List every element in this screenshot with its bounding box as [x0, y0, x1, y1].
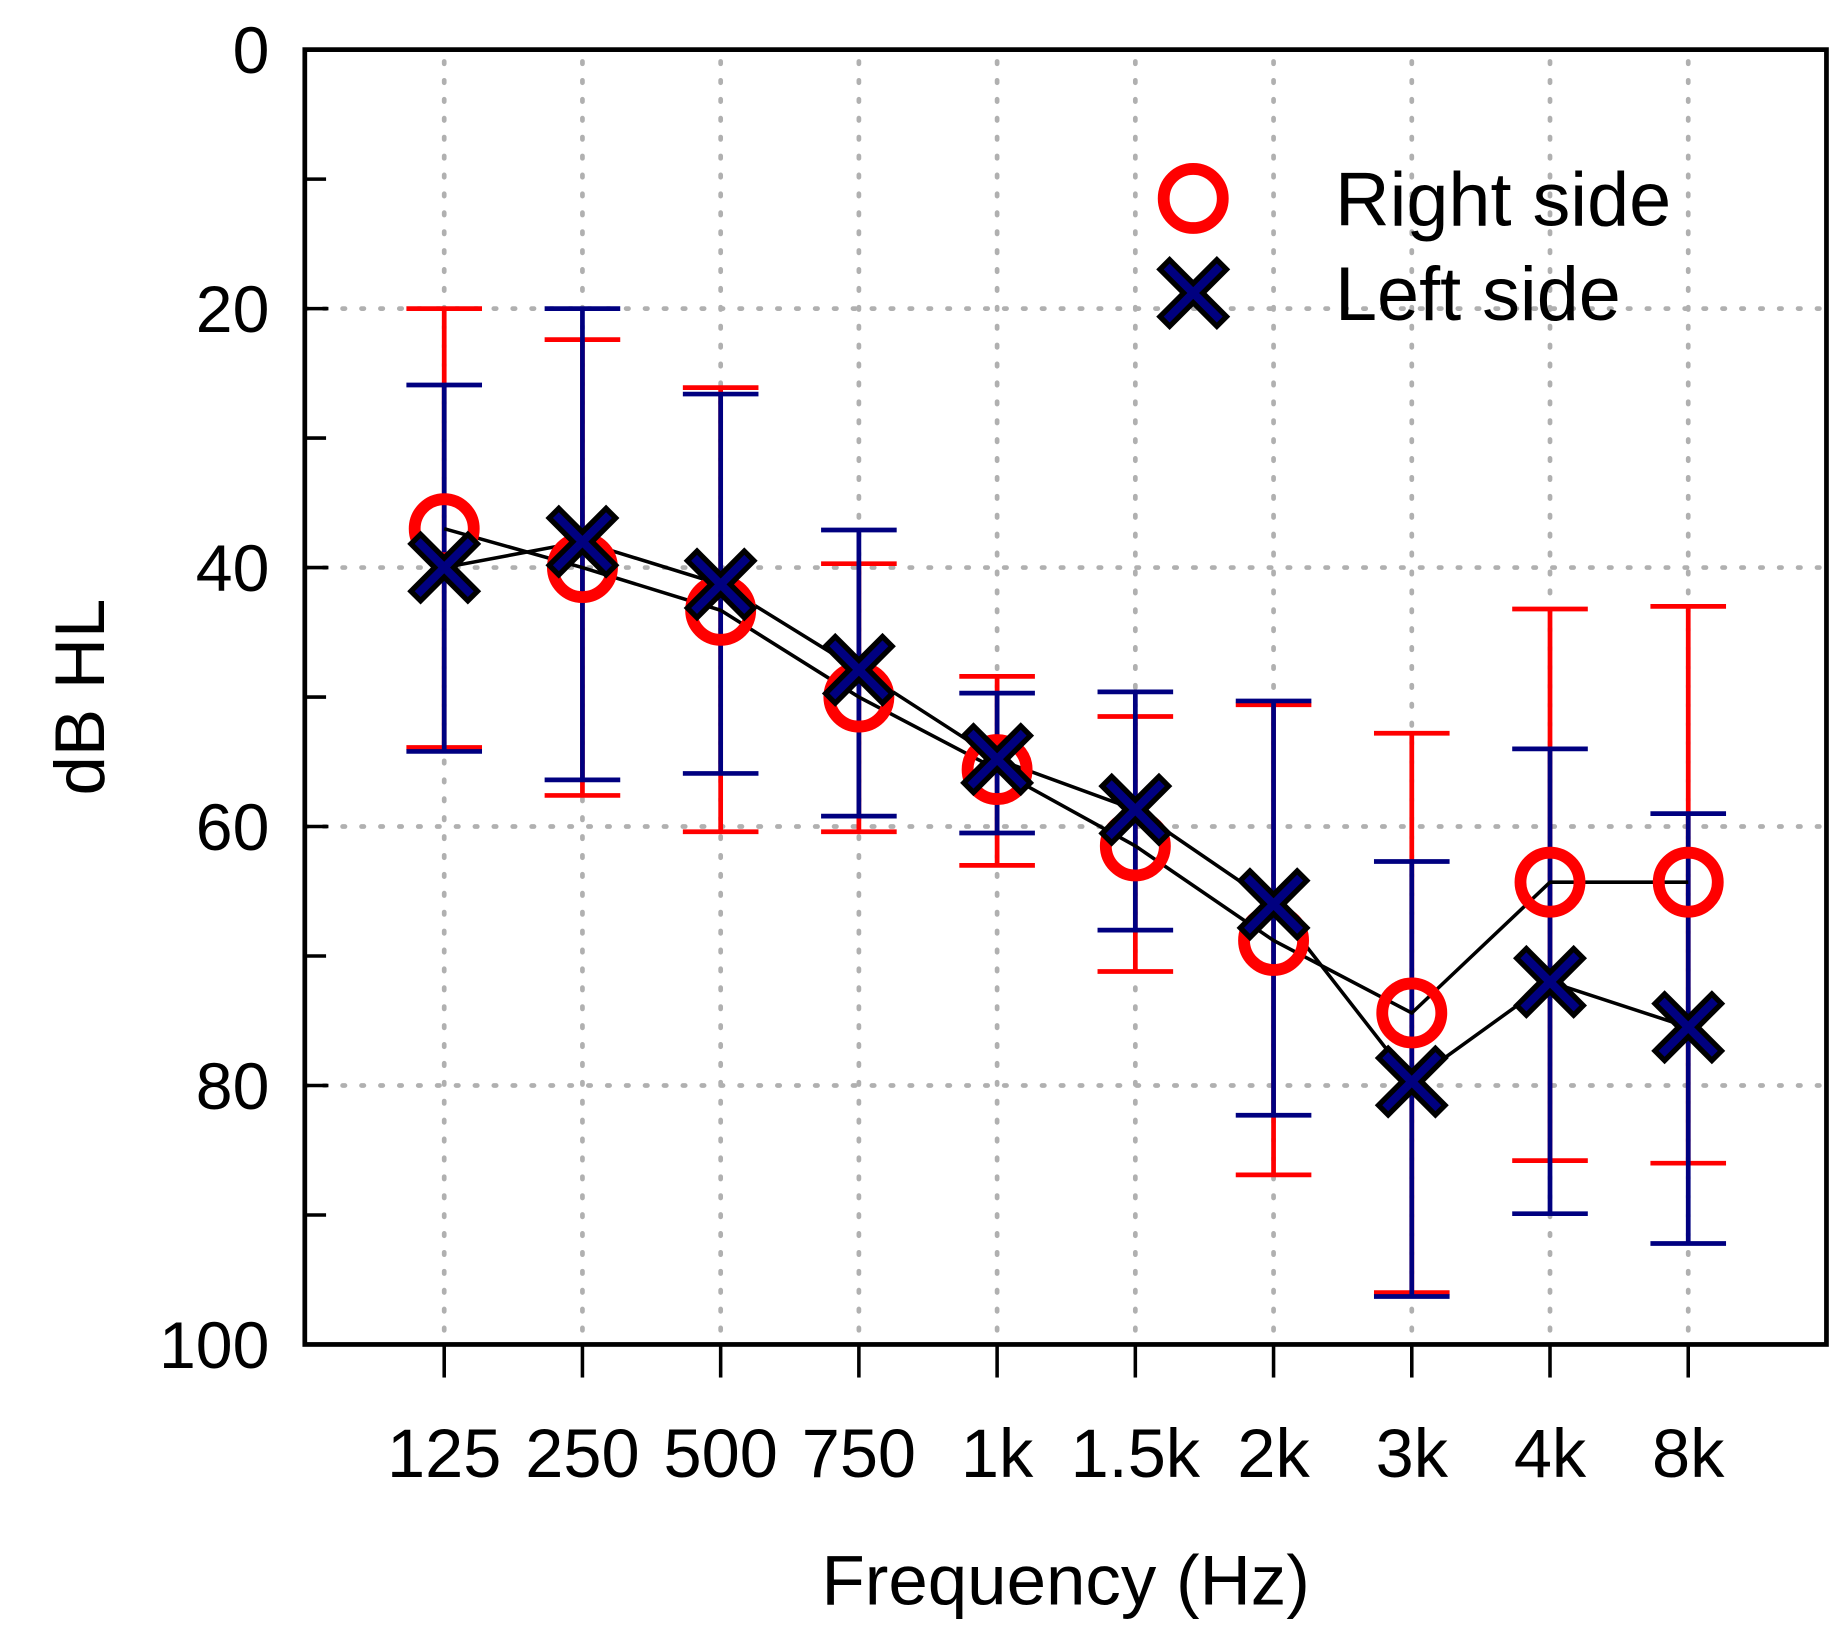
y-tick-label: 20 [196, 273, 270, 347]
legend: Right side Left side [1156, 159, 1671, 337]
point-left-side [1236, 867, 1311, 942]
y-tick-label: 60 [196, 791, 270, 865]
x-tick-label: 1k [961, 1415, 1034, 1492]
y-tick-label: 0 [233, 14, 270, 88]
x-tick-label: 750 [802, 1415, 916, 1492]
point-left-side [407, 530, 482, 605]
x-marker-stroke [552, 512, 612, 572]
x-marker-stroke [1520, 952, 1580, 1012]
point-left-side [1513, 944, 1588, 1019]
circle-icon [1157, 163, 1229, 234]
x-marker-stroke [829, 640, 889, 700]
point-left-side [960, 722, 1035, 797]
x-tick-label: 8k [1652, 1415, 1725, 1492]
x-marker-stroke [1105, 780, 1165, 840]
markers [407, 493, 1726, 1119]
y-tick-label: 100 [159, 1309, 269, 1383]
point-left-side [545, 504, 620, 579]
x-tick-label: 125 [387, 1415, 501, 1492]
x-marker-stroke [967, 729, 1027, 789]
x-axis-label: Frequency (Hz) [821, 1541, 1309, 1620]
x-tick-label: 4k [1514, 1415, 1587, 1492]
legend-marker-right-side [1157, 163, 1229, 234]
plot-frame [302, 47, 1829, 1347]
point-right-side [1652, 846, 1724, 918]
point-right-side [1514, 846, 1586, 918]
point-left-side [1651, 990, 1726, 1065]
x-tick-label: 2k [1237, 1415, 1310, 1492]
x-mark-icon [1156, 256, 1231, 330]
x-marker-stroke [691, 554, 751, 614]
x-marker-stroke [1658, 997, 1718, 1057]
x-marker-stroke [1382, 1052, 1442, 1112]
point-right-side [961, 734, 1033, 805]
legend-label-left-side: Left side [1335, 253, 1621, 337]
legend-marker-left-side [1156, 256, 1231, 330]
line-right-side [443, 527, 1689, 1016]
x-tick-label: 250 [525, 1415, 639, 1492]
point-left-side [1374, 1044, 1449, 1119]
x-tick-label: 3k [1376, 1415, 1449, 1492]
x-marker-stroke [1163, 263, 1223, 323]
x-tick-label: 500 [663, 1415, 777, 1492]
point-left-side [683, 547, 758, 622]
line-left-side [443, 539, 1689, 1085]
axes: 125 250 500 750 1k 1.5k 2k 3k 4k 8k 0 20 40 60 80 100 [159, 14, 1829, 1492]
x-marker-stroke [414, 538, 474, 598]
y-tick-label: 80 [196, 1050, 270, 1124]
series-lines [443, 527, 1689, 1085]
x-tick-label: 1.5k [1071, 1415, 1201, 1492]
legend-label-right-side: Right side [1335, 159, 1671, 243]
point-right-side [1376, 977, 1448, 1049]
y-axis-label: dB HL [41, 599, 120, 796]
x-marker-stroke [1244, 874, 1304, 934]
error-bars [406, 306, 1727, 1299]
point-left-side [1098, 772, 1173, 847]
point-left-side [821, 632, 896, 707]
y-tick-label: 40 [196, 532, 270, 606]
